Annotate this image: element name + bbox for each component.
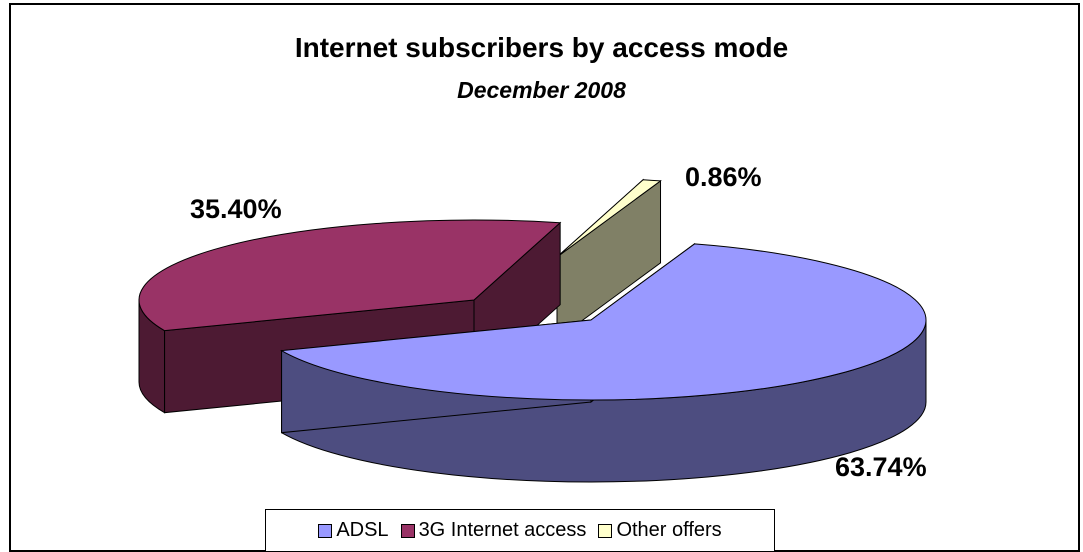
legend-swatch-other: [598, 523, 613, 538]
legend-item-adsl: ADSL: [318, 519, 389, 542]
legend-swatch-3g: [400, 523, 415, 538]
legend-item-other: Other offers: [598, 519, 722, 542]
legend-label-other: Other offers: [616, 519, 722, 541]
chart-subtitle: December 2008: [457, 77, 626, 103]
legend-swatch-adsl: [318, 523, 333, 538]
slice-adsl: [279, 242, 927, 483]
slice-other-top: [556, 179, 662, 258]
chart-legend: ADSL 3G Internet access Other offers: [265, 509, 775, 551]
data-label-adsl: 63.74%: [835, 452, 927, 482]
data-label-other: 0.86%: [685, 162, 762, 192]
data-label-3g: 35.40%: [190, 194, 282, 224]
slice-other: [556, 178, 662, 341]
legend-item-3g: 3G Internet access: [400, 519, 587, 542]
legend-label-adsl: ADSL: [336, 519, 389, 541]
legend-label-3g: 3G Internet access: [418, 519, 587, 541]
chart-title: Internet subscribers by access mode: [294, 32, 789, 63]
slice-3g-top: [138, 219, 562, 332]
slice-adsl-top: [279, 243, 927, 401]
